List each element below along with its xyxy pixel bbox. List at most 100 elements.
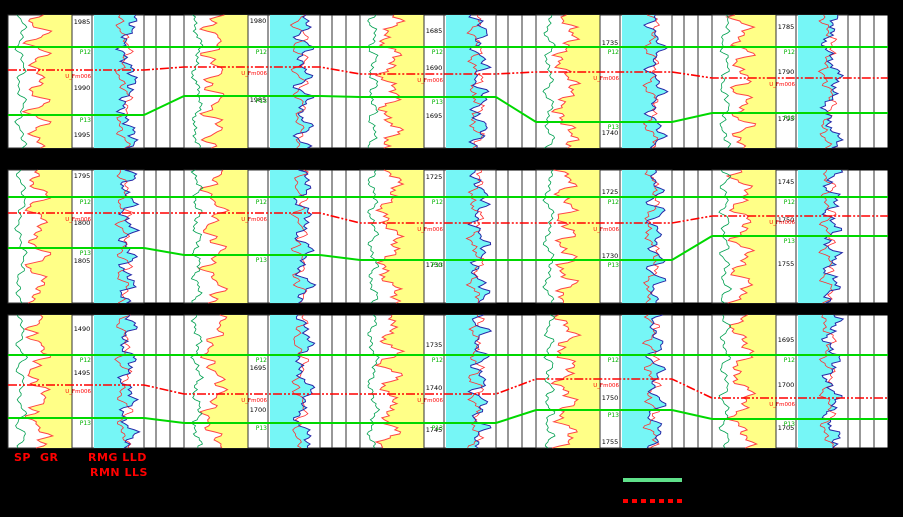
well-panel bbox=[7, 314, 171, 449]
gr-curve bbox=[550, 314, 582, 449]
depth-label: 1745 bbox=[778, 178, 795, 186]
sp-curve bbox=[14, 169, 28, 304]
rmg-curve bbox=[642, 14, 661, 149]
marker-label-ufm006: U_Fm006 bbox=[417, 398, 443, 404]
marker-label-p13: P13 bbox=[784, 421, 795, 428]
marker-label-p12: P12 bbox=[784, 357, 795, 364]
well-panel bbox=[183, 314, 347, 449]
correlation-line-p13 bbox=[8, 235, 888, 261]
rmn-curve bbox=[819, 14, 845, 149]
depth-label: 1995 bbox=[74, 131, 91, 139]
marker-label-p13: P13 bbox=[432, 99, 443, 106]
marker-label-p12: P12 bbox=[256, 199, 267, 206]
well-panel bbox=[183, 14, 347, 149]
gr-fill bbox=[200, 15, 248, 148]
resistivity-fill bbox=[798, 315, 844, 448]
resistivity-fill bbox=[622, 170, 666, 303]
gr-fill bbox=[727, 315, 776, 448]
marker-label-p13: P13 bbox=[608, 412, 619, 419]
rmg-curve bbox=[290, 169, 309, 304]
resistivity-fill bbox=[270, 170, 316, 303]
sp-curve bbox=[543, 314, 556, 449]
rmg-curve bbox=[817, 14, 838, 149]
marker-label-p12: P12 bbox=[80, 357, 91, 364]
marker-label-p13: P13 bbox=[432, 262, 443, 269]
gr-curve bbox=[374, 314, 406, 449]
sp-curve bbox=[366, 314, 381, 449]
well-panel bbox=[535, 169, 699, 304]
gr-curve bbox=[374, 14, 406, 149]
rmn-curve bbox=[292, 14, 315, 149]
depth-label: 1740 bbox=[426, 384, 443, 392]
depth-label: 1740 bbox=[602, 129, 619, 137]
marker-label-ufm006: U_Fm006 bbox=[65, 217, 91, 223]
marker-label-p12: P12 bbox=[608, 199, 619, 206]
rmg-curve bbox=[114, 14, 134, 149]
rmn-curve bbox=[642, 14, 670, 149]
depth-label: 1985 bbox=[74, 18, 91, 26]
gr-curve bbox=[553, 169, 580, 304]
rmn-lls-track-legend: RMN LLS bbox=[90, 466, 148, 479]
marker-label-ufm006: U_Fm006 bbox=[769, 402, 795, 408]
depth-track bbox=[247, 169, 269, 304]
marker-label-ufm006: U_Fm006 bbox=[593, 383, 619, 389]
depth-label: 1735 bbox=[602, 39, 619, 47]
depth-label: 1735 bbox=[426, 341, 443, 349]
marker-label-p12: P12 bbox=[256, 49, 267, 56]
depth-track bbox=[247, 14, 269, 149]
depth-label: 1695 bbox=[778, 336, 795, 344]
marker-label-p13: P13 bbox=[80, 420, 91, 427]
rmn-curve bbox=[467, 314, 493, 449]
depth-label: 1700 bbox=[778, 381, 795, 389]
resistivity-fill bbox=[622, 15, 668, 148]
depth-label: 1755 bbox=[778, 260, 795, 268]
marker-label-ufm006: U_Fm006 bbox=[593, 76, 619, 82]
marker-label-p13: P13 bbox=[608, 262, 619, 269]
depth-label: 1495 bbox=[74, 369, 91, 377]
sp-curve bbox=[15, 314, 29, 449]
rmn-curve bbox=[292, 169, 317, 304]
resistivity-fill bbox=[94, 170, 139, 303]
marker-label-ufm006: U_Fm006 bbox=[769, 82, 795, 88]
marker-label-ufm006: U_Fm006 bbox=[65, 74, 91, 80]
well-panel bbox=[711, 14, 875, 149]
gr-track-legend: GR bbox=[40, 451, 59, 464]
gr-curve bbox=[197, 169, 231, 304]
marker-label-p13: P13 bbox=[784, 238, 795, 245]
gr-fill bbox=[24, 315, 72, 448]
red-dashed-line-legend-swatch bbox=[623, 499, 682, 503]
well-panel bbox=[359, 169, 523, 304]
marker-label-ufm006: U_Fm006 bbox=[241, 217, 267, 223]
gr-curve bbox=[23, 314, 55, 449]
marker-label-ufm006: U_Fm006 bbox=[65, 389, 91, 395]
rmg-curve bbox=[289, 14, 309, 149]
depth-track bbox=[71, 314, 93, 449]
marker-label-p13: P13 bbox=[256, 257, 267, 264]
depth-label: 1980 bbox=[250, 17, 267, 25]
rmg-lld-track-legend: RMG LLD bbox=[88, 451, 147, 464]
correlation-line-ufm006 bbox=[8, 378, 888, 399]
marker-label-p12: P12 bbox=[432, 49, 443, 56]
rmn-curve bbox=[820, 314, 845, 449]
rmn-curve bbox=[292, 314, 316, 449]
gr-curve bbox=[198, 14, 225, 149]
sp-track-legend: SP bbox=[14, 451, 31, 464]
correlation-line-p13 bbox=[8, 95, 888, 123]
well-panel bbox=[535, 314, 699, 449]
depth-label: 1985 bbox=[250, 96, 267, 104]
rmg-curve bbox=[642, 169, 661, 304]
depth-label: 1695 bbox=[250, 364, 267, 372]
rmn-curve bbox=[467, 169, 492, 304]
well-panel bbox=[183, 169, 347, 304]
gr-curve bbox=[21, 14, 53, 149]
rmn-curve bbox=[645, 169, 667, 304]
rmn-curve bbox=[116, 314, 141, 449]
gr-fill bbox=[25, 170, 72, 303]
rmn-curve bbox=[114, 14, 139, 149]
depth-track bbox=[71, 14, 93, 149]
well-panel bbox=[359, 14, 523, 149]
gr-fill bbox=[376, 15, 424, 148]
correlation-line-p13 bbox=[8, 409, 888, 424]
gr-curve bbox=[374, 169, 406, 304]
